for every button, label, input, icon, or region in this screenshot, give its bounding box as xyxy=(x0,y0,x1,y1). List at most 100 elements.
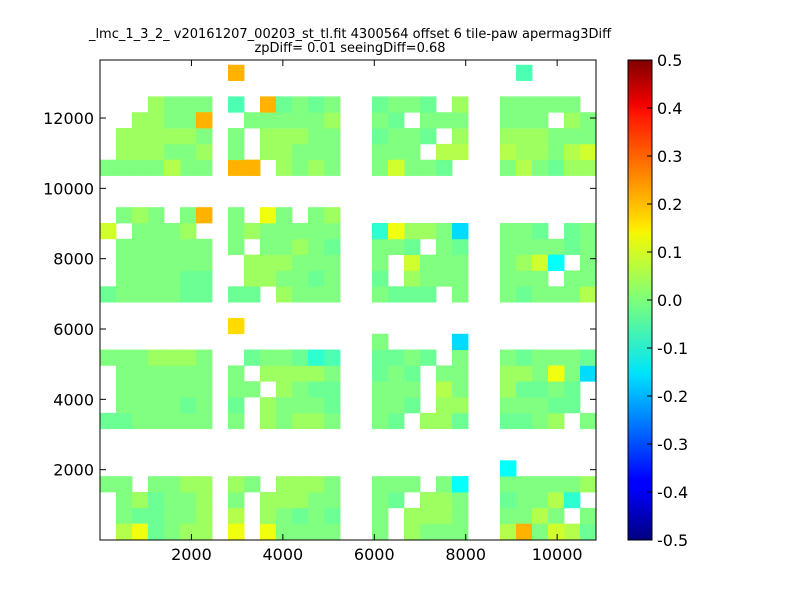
heatmap-cell xyxy=(436,238,453,256)
heatmap-cell xyxy=(404,143,421,161)
heatmap-cell xyxy=(196,254,213,271)
heatmap-cell xyxy=(308,128,325,145)
heatmap-cell xyxy=(404,523,421,540)
heatmap-cell xyxy=(292,254,309,271)
heatmap-cell xyxy=(308,412,325,430)
heatmap-cell xyxy=(580,365,597,382)
heatmap-cell xyxy=(452,96,469,113)
heatmap-cell xyxy=(164,397,181,414)
heatmap-cell xyxy=(420,222,437,240)
heatmap-cell xyxy=(500,412,517,430)
heatmap-cell xyxy=(436,412,453,430)
heatmap-cell xyxy=(452,397,469,414)
axis-ticks: 2000 4000 6000 8000 10000 2000 4000 6000 8000 100… xyxy=(43,60,596,564)
heatmap-cell xyxy=(228,492,245,509)
heatmap-cell xyxy=(260,492,277,509)
heatmap-cell xyxy=(276,397,293,414)
heatmap-cell xyxy=(404,270,421,287)
heatmap-cell xyxy=(436,365,453,382)
heatmap-cell xyxy=(532,381,549,398)
heatmap-cell xyxy=(164,365,181,382)
heatmap-cell xyxy=(404,286,421,303)
heatmap-cell xyxy=(292,523,309,540)
heatmap-cell xyxy=(292,222,309,240)
heatmap-cell xyxy=(420,128,437,145)
heatmap-cell xyxy=(228,286,245,303)
heatmap-cell xyxy=(180,349,197,366)
heatmap-cell xyxy=(452,254,469,271)
heatmap-cell xyxy=(116,128,133,145)
heatmap-cell xyxy=(500,476,517,493)
heatmap-cell xyxy=(132,128,149,145)
heatmap-cell xyxy=(180,112,197,129)
heatmap-cell xyxy=(228,222,245,240)
colorbar-tick-label: 0.3 xyxy=(657,147,682,166)
heatmap-cell xyxy=(516,112,533,129)
heatmap-cell xyxy=(180,222,197,240)
heatmap-cell xyxy=(292,270,309,287)
heatmap-cell xyxy=(532,507,549,525)
heatmap-cell xyxy=(164,254,181,271)
y-tick-label: 4000 xyxy=(53,390,94,409)
heatmap-cell xyxy=(372,523,389,540)
heatmap-cell xyxy=(452,381,469,398)
heatmap-cell xyxy=(116,159,133,176)
heatmap-cell xyxy=(532,492,549,509)
heatmap-cell xyxy=(132,523,149,540)
heatmap-cell xyxy=(500,286,517,303)
heatmap-cell xyxy=(292,349,309,366)
plot-frame xyxy=(99,59,597,541)
colorbar-tick-label: 0.5 xyxy=(657,51,682,70)
heatmap-cell xyxy=(388,222,405,240)
heatmap-cell xyxy=(132,507,149,525)
heatmap-cell xyxy=(324,128,341,145)
heatmap-cell xyxy=(516,381,533,398)
heatmap-cell xyxy=(292,492,309,509)
heatmap-cell xyxy=(196,238,213,256)
heatmap-cell xyxy=(372,381,389,398)
heatmap-cell xyxy=(244,286,261,303)
heatmap-cell xyxy=(388,412,405,430)
heatmap-cell xyxy=(388,365,405,382)
heatmap-cell xyxy=(260,365,277,382)
heatmap-cell xyxy=(500,112,517,129)
heatmap-cell xyxy=(420,112,437,129)
heatmap-cell xyxy=(548,254,565,271)
heatmap-cell xyxy=(516,64,533,81)
heatmap-cell xyxy=(116,238,133,256)
heatmap-cell xyxy=(404,96,421,113)
heatmap-cell xyxy=(228,64,245,81)
heatmap-cell xyxy=(308,238,325,256)
heatmap-cell xyxy=(452,365,469,382)
heatmap-cell xyxy=(100,159,117,176)
heatmap-cell xyxy=(324,412,341,430)
heatmap-cell xyxy=(260,523,277,540)
heatmap-cell xyxy=(564,112,581,129)
heatmap-cell xyxy=(308,492,325,509)
heatmap-cell xyxy=(436,507,453,525)
heatmap-cell xyxy=(260,222,277,240)
heatmap-cell xyxy=(324,523,341,540)
heatmap-cell xyxy=(148,128,165,145)
x-tick-label: 4000 xyxy=(262,545,303,564)
heatmap-cell xyxy=(148,397,165,414)
heatmap-cell xyxy=(420,286,437,303)
heatmap-cell xyxy=(580,238,597,256)
heatmap-cell xyxy=(308,254,325,271)
heatmap-cell xyxy=(404,222,421,240)
heatmap-cell xyxy=(164,523,181,540)
heatmap-cell xyxy=(292,143,309,161)
heatmap-cell xyxy=(196,128,213,145)
heatmap-cells xyxy=(100,64,597,540)
heatmap-cell xyxy=(244,112,261,129)
heatmap-cell xyxy=(372,112,389,129)
heatmap-cell xyxy=(148,207,165,224)
heatmap-cell xyxy=(148,492,165,509)
heatmap-cell xyxy=(516,349,533,366)
heatmap-cell xyxy=(244,476,261,493)
heatmap-cell xyxy=(308,476,325,493)
heatmap-cell xyxy=(276,254,293,271)
y-tick-label: 12000 xyxy=(43,109,94,128)
heatmap-cell xyxy=(292,112,309,129)
heatmap-cell xyxy=(116,207,133,224)
